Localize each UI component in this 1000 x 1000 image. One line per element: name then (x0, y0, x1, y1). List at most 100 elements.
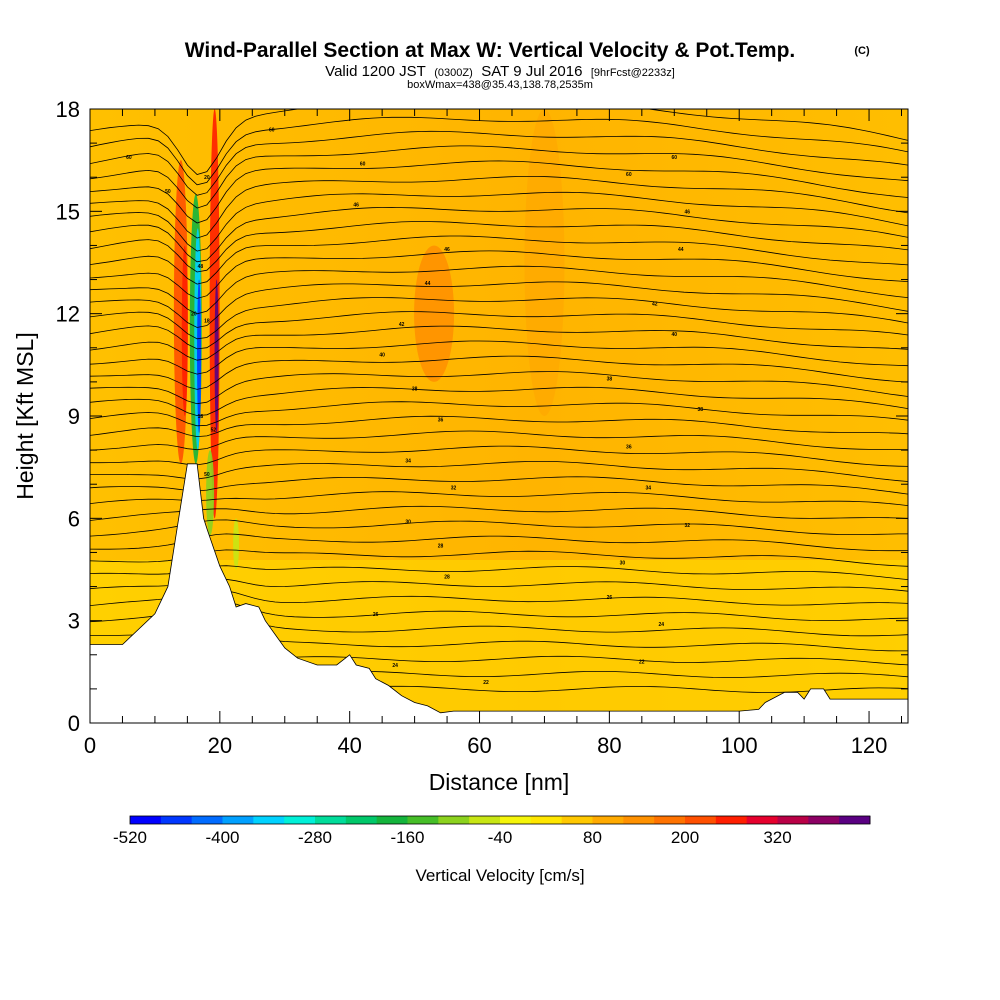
y-tick-label: 3 (68, 609, 80, 634)
contour-label: 46 (684, 209, 690, 215)
contour-label: 46 (444, 247, 450, 253)
downdraft-core (197, 279, 202, 434)
contour-label: 60 (126, 155, 132, 161)
colorbar-swatch (715, 816, 748, 824)
y-tick-label: 6 (68, 506, 80, 531)
colorbar-ticks: -520 -400 -280 -160 -40 80 200 320 (113, 828, 792, 847)
colorbar-swatch (407, 816, 439, 824)
colorbar-swatch (839, 816, 871, 824)
contour-label: 38 (607, 376, 613, 382)
colorbar-swatch (530, 816, 563, 824)
contour-label: 60 (672, 155, 678, 161)
contour-label: 50 (165, 189, 171, 195)
theta-contour-line (90, 160, 908, 224)
subtitle-forecast: [9hrFcst@2233z] (591, 67, 675, 79)
y-tick-label: 0 (68, 711, 80, 736)
terrain (90, 463, 908, 723)
updraft-left-core (181, 245, 188, 416)
y-tick-label: 12 (56, 302, 80, 327)
colorbar-frame (129, 815, 871, 825)
colorbar-swatch (191, 816, 223, 824)
theta-contour-line (90, 476, 908, 495)
theta-contour-line (90, 401, 908, 427)
contour-label: 60 (626, 172, 632, 178)
colorbar-swatch (469, 816, 501, 824)
theta-contour-line (90, 386, 908, 417)
contour-label: 22 (639, 660, 645, 666)
colorbar-swatch (376, 816, 408, 824)
colorbar-tick-label: -520 (113, 828, 147, 847)
contour-label: 34 (646, 486, 652, 492)
contour-label: 60 (360, 162, 366, 168)
colorbar-swatch (500, 816, 532, 824)
theta-contour-line (90, 340, 908, 375)
colorbar-swatch (284, 816, 316, 824)
colorbar-swatch (130, 816, 162, 824)
theta-contour-line (90, 109, 908, 175)
y-tick-label: 9 (68, 404, 80, 429)
contour-label: 32 (684, 523, 690, 529)
contour-label: 22 (483, 680, 489, 686)
contour-label: 26 (607, 595, 613, 601)
theta-contour-line (90, 191, 908, 252)
contour-label: 36 (438, 417, 444, 423)
colorbar-tick-label: -160 (390, 828, 424, 847)
chart-title-mark: (C) (854, 45, 870, 57)
contour-label: 40 (379, 353, 385, 359)
theta-contour-line (90, 505, 908, 521)
contour-label: 38 (412, 387, 418, 393)
colorbar-swatch (654, 816, 686, 824)
x-tick-label: 60 (467, 733, 491, 758)
colorbar-tick-label: -40 (488, 828, 513, 847)
contour-label: 20 (204, 175, 210, 181)
contour-label: 30 (620, 561, 626, 567)
colorbar-tick-label: 200 (671, 828, 699, 847)
colorbar-swatch (438, 816, 470, 824)
plot-area: 60 60 60 60 60 50 46 46 46 44 44 42 42 40 40 38 38 38 36 36… (90, 109, 908, 723)
subtitle-utc: (0300Z) (434, 67, 473, 79)
colorbar-title: Vertical Velocity [cm/s] (415, 866, 584, 885)
broad-orange (524, 109, 565, 416)
theta-contour-line (90, 533, 908, 552)
theta-contour-line (90, 265, 908, 315)
contour-label: 50 (204, 472, 210, 478)
y-tick-label: 15 (56, 199, 80, 224)
theta-contour-line (90, 445, 908, 467)
theta-contour-line (90, 491, 908, 506)
colorbar-swatch (561, 816, 593, 824)
colorbar-swatch (808, 816, 840, 824)
contour-label: 48 (198, 264, 204, 270)
contour-label: 60 (269, 127, 275, 133)
subtitle-date: SAT 9 Jul 2016 (481, 63, 582, 80)
colorbar-tick-label: -400 (205, 828, 239, 847)
colorbar-swatch (623, 816, 655, 824)
contour-label: 44 (425, 281, 431, 287)
colorbar-swatch (315, 816, 347, 824)
contour-label: 34 (405, 458, 411, 464)
colorbar-swatch (253, 816, 285, 824)
x-tick-label: 20 (208, 733, 232, 758)
theta-contour-line (90, 565, 908, 580)
contour-label: 20 (191, 312, 197, 318)
contour-label: 42 (399, 322, 405, 328)
chart-subtitle-box: boxWmax=438@35.43,138.78,2535m (407, 79, 593, 91)
contour-label: 28 (444, 574, 450, 580)
theta-contour-line (90, 130, 908, 196)
theta-contour-line (90, 355, 908, 390)
colorbar (129, 815, 871, 825)
colorbar-swatch (746, 816, 778, 824)
contour-label: 36 (626, 445, 632, 451)
colorbar-swatch (345, 816, 378, 824)
contour-label: 30 (405, 520, 411, 526)
y-axis-title: Height [Kft MSL] (12, 332, 38, 499)
colorbar-tick-label: 320 (763, 828, 791, 847)
contour-label: 42 (652, 301, 658, 307)
colorbar-tick-label: 80 (583, 828, 602, 847)
x-axis-title: Distance [nm] (429, 769, 570, 795)
contour-label: 18 (198, 414, 204, 420)
theta-contour-line (90, 206, 908, 263)
contour-label: 32 (451, 486, 457, 492)
subtitle-valid: Valid 1200 JST (325, 63, 426, 80)
